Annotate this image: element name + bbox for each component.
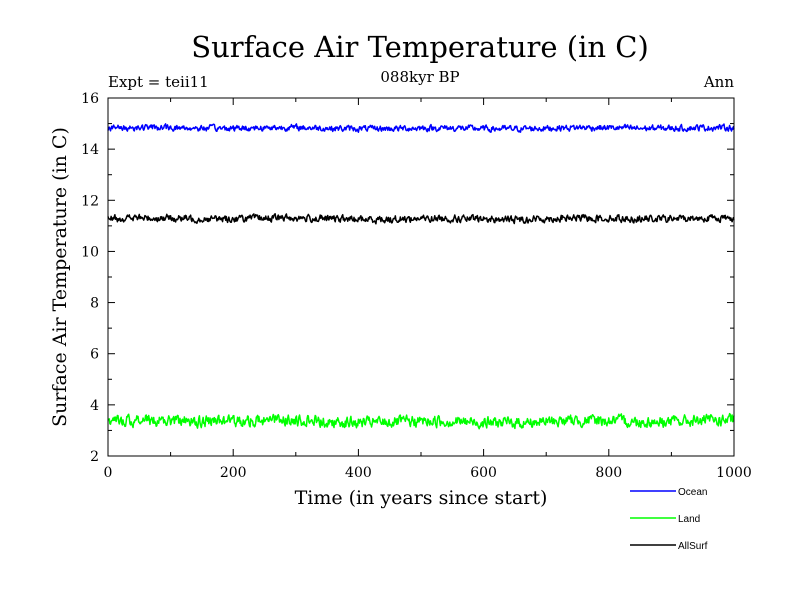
y-tick-label: 16	[81, 91, 99, 107]
x-tick-label: 1000	[716, 465, 752, 481]
legend-label-ocean: Ocean	[678, 487, 707, 498]
x-tick-label: 800	[595, 465, 622, 481]
legend-label-allsurf: AllSurf	[678, 541, 708, 552]
legend-label-land: Land	[678, 514, 700, 525]
y-axis-label: Surface Air Temperature (in C)	[49, 127, 71, 427]
y-tick-label: 4	[90, 398, 99, 414]
y-tick-label: 10	[81, 244, 99, 260]
experiment-label: Expt = teii11	[108, 73, 209, 91]
y-tick-label: 6	[90, 347, 99, 363]
x-tick-label: 200	[220, 465, 247, 481]
plot-area	[107, 97, 735, 457]
y-tick-label: 14	[81, 142, 99, 158]
series-layer	[107, 123, 735, 430]
chart-subtitle: 088kyr BP	[380, 68, 459, 86]
y-tick-label: 8	[90, 296, 99, 312]
x-tick-label: 0	[104, 465, 113, 481]
period-label: Ann	[703, 73, 734, 91]
series-line-ocean	[107, 123, 735, 133]
axis-layer: 0 200 400 600 800 1000 2 4 6 8 10 12 14 16	[81, 91, 752, 481]
series-line-allsurf	[107, 213, 735, 225]
x-tick-label: 600	[470, 465, 497, 481]
x-axis-label: Time (in years since start)	[295, 487, 548, 509]
y-tick-label: 2	[90, 449, 99, 465]
series-line-land	[107, 412, 735, 430]
x-tick-label: 400	[345, 465, 372, 481]
chart-title: Surface Air Temperature (in C)	[191, 30, 649, 64]
y-tick-label: 12	[81, 193, 99, 209]
legend: Ocean Land AllSurf	[630, 487, 708, 552]
